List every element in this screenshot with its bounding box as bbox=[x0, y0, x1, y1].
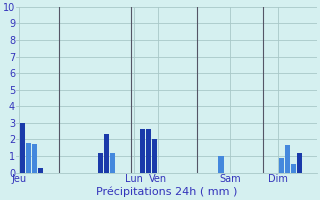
Bar bbox=[279, 158, 284, 173]
Bar bbox=[284, 145, 290, 173]
X-axis label: Précipitations 24h ( mm ): Précipitations 24h ( mm ) bbox=[96, 187, 237, 197]
Bar bbox=[110, 153, 115, 173]
Bar bbox=[297, 153, 302, 173]
Bar bbox=[26, 143, 31, 173]
Bar bbox=[152, 139, 157, 173]
Bar bbox=[98, 153, 103, 173]
Bar bbox=[38, 168, 43, 173]
Bar bbox=[32, 144, 37, 173]
Bar bbox=[146, 129, 151, 173]
Bar bbox=[104, 134, 109, 173]
Bar bbox=[219, 156, 224, 173]
Bar bbox=[291, 164, 296, 173]
Bar bbox=[140, 129, 145, 173]
Bar bbox=[20, 123, 25, 173]
